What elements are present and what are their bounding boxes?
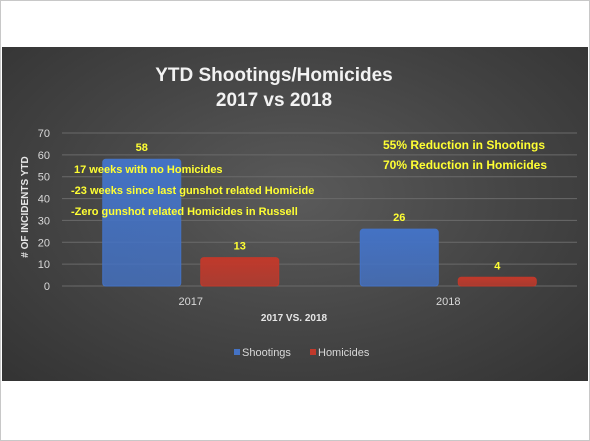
note-line-3: -Zero gunshot related Homicides in Russe… <box>71 206 298 218</box>
notes-annotation: 17 weeks with no Homicides -23 weeks sin… <box>71 164 314 218</box>
y-tick-label: 70 <box>38 128 50 140</box>
chart-title-line-1: YTD Shootings/Homicides <box>155 65 393 86</box>
x-tick-label-2017: 2017 <box>179 296 203 308</box>
chart-panel: YTD Shootings/Homicides 2017 vs 2018 0 10… <box>2 47 588 381</box>
y-axis-title: # OF INCIDENTS YTD <box>20 156 31 258</box>
y-tick-label: 40 <box>38 194 50 206</box>
y-tick-label: 20 <box>38 237 50 249</box>
data-label-homicides-2017: 13 <box>234 241 246 253</box>
data-label-shootings-2017: 58 <box>136 142 148 154</box>
y-tick-label: 50 <box>38 172 50 184</box>
reduction-homicides-text: 70% Reduction in Homicides <box>383 158 547 172</box>
bars <box>102 158 537 287</box>
bar-chart: YTD Shootings/Homicides 2017 vs 2018 0 10… <box>20 65 577 359</box>
y-tick-label: 60 <box>38 150 50 162</box>
chart-title-line-2: 2017 vs 2018 <box>216 90 332 111</box>
data-labels: 58 13 26 4 <box>136 142 502 272</box>
y-tick-label: 10 <box>38 259 50 271</box>
reduction-shootings-text: 55% Reduction in Shootings <box>383 138 545 152</box>
legend-swatch-shootings <box>234 349 240 355</box>
legend-label-shootings: Shootings <box>242 347 291 359</box>
note-line-2: -23 weeks since last gunshot related Hom… <box>71 185 314 197</box>
legend-swatch-homicides <box>310 349 316 355</box>
bar-homicides-2018 <box>457 276 537 287</box>
data-label-shootings-2018: 26 <box>393 212 405 224</box>
bar-homicides-2017 <box>200 257 280 287</box>
x-tick-label-2018: 2018 <box>436 296 460 308</box>
data-label-homicides-2018: 4 <box>494 260 501 272</box>
legend: Shootings Homicides <box>234 347 370 359</box>
legend-label-homicides: Homicides <box>318 347 370 359</box>
chart-title: YTD Shootings/Homicides 2017 vs 2018 <box>155 65 393 111</box>
x-axis-title: 2017 VS. 2018 <box>261 313 328 324</box>
bar-shootings-2018 <box>359 228 439 287</box>
note-line-1: 17 weeks with no Homicides <box>74 164 223 176</box>
reduction-annotation: 55% Reduction in Shootings 70% Reduction… <box>383 138 547 172</box>
y-tick-label: 30 <box>38 215 50 227</box>
y-tick-label: 0 <box>44 281 50 293</box>
x-axis-ticks: 2017 2018 <box>179 296 461 308</box>
bar-shootings-2017 <box>102 158 182 287</box>
y-axis-ticks: 0 10 20 30 40 50 60 70 <box>38 128 50 293</box>
